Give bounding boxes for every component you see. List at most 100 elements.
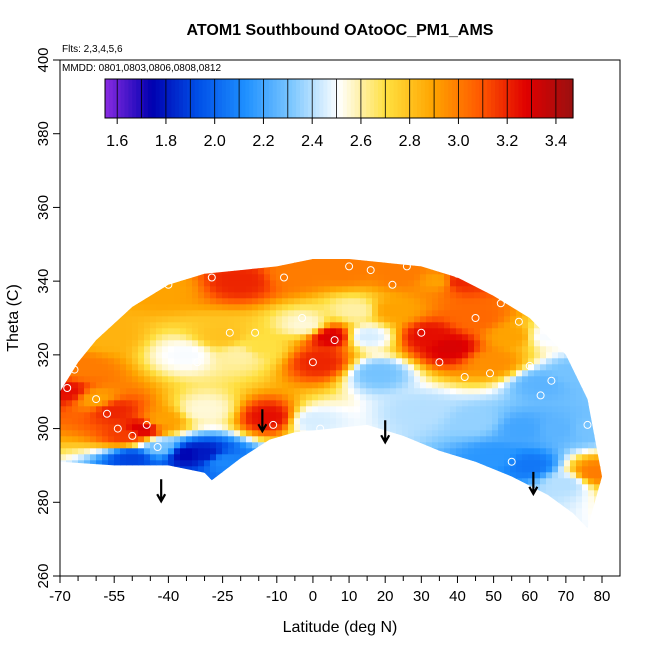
heatmap-cell: [108, 424, 115, 431]
heatmap-cell: [342, 334, 349, 341]
heatmap-cell: [528, 430, 535, 437]
heatmap-cell: [264, 286, 271, 293]
heatmap-cell: [516, 310, 523, 317]
colorbar-segment: [292, 79, 297, 118]
heatmap-cell: [192, 382, 199, 389]
heatmap-cell: [174, 346, 181, 353]
heatmap-cell: [462, 430, 469, 437]
heatmap-cell: [270, 310, 277, 317]
heatmap-cell: [498, 364, 505, 371]
heatmap-cell: [516, 358, 523, 365]
heatmap-cell: [348, 352, 355, 359]
heatmap-cell: [426, 328, 433, 335]
heatmap-cell: [288, 340, 295, 347]
heatmap-cell: [138, 298, 145, 305]
heatmap-cell: [222, 454, 229, 461]
colorbar-segment: [463, 79, 469, 118]
heatmap-cell: [528, 424, 535, 431]
heatmap-cell: [318, 310, 325, 317]
heatmap-cell: [468, 364, 475, 371]
heatmap-cell: [84, 442, 91, 449]
heatmap-cell: [186, 346, 193, 353]
heatmap-cell: [570, 496, 577, 503]
heatmap-cell: [414, 364, 421, 371]
heatmap-cell: [348, 262, 355, 269]
heatmap-cell: [84, 454, 91, 461]
colorbar-segment: [541, 79, 547, 118]
heatmap-cell: [528, 340, 535, 347]
heatmap-cell: [330, 292, 337, 299]
heatmap-cell: [282, 286, 289, 293]
heatmap-cell: [528, 400, 535, 407]
heatmap-cell: [342, 286, 349, 293]
heatmap-cell: [342, 280, 349, 287]
heatmap-cell: [210, 430, 217, 437]
heatmap-cell: [156, 352, 163, 359]
heatmap-cell: [156, 292, 163, 299]
heatmap-cell: [336, 334, 343, 341]
heatmap-cell: [450, 370, 457, 377]
heatmap-cell: [132, 400, 139, 407]
heatmap-cell: [360, 376, 367, 383]
heatmap-cell: [378, 274, 385, 281]
heatmap-cell: [312, 304, 319, 311]
heatmap-cell: [210, 280, 217, 287]
colorbar-segment: [108, 79, 114, 118]
heatmap-cell: [324, 316, 331, 323]
heatmap-cell: [582, 400, 589, 407]
heatmap-cell: [480, 460, 487, 467]
heatmap-cell: [234, 328, 241, 335]
heatmap-cell: [378, 424, 385, 431]
heatmap-cell: [474, 406, 481, 413]
heatmap-cell: [150, 394, 157, 401]
heatmap-cell: [228, 370, 235, 377]
heatmap-cell: [126, 322, 133, 329]
heatmap-cell: [282, 322, 289, 329]
heatmap-cell: [366, 394, 373, 401]
heatmap-cell: [486, 304, 493, 311]
heatmap-cell: [174, 334, 181, 341]
heatmap-cell: [198, 460, 205, 467]
heatmap-cell: [468, 370, 475, 377]
heatmap-cell: [480, 358, 487, 365]
heatmap-cell: [216, 292, 223, 299]
heatmap-cell: [156, 304, 163, 311]
heatmap-cell: [354, 418, 361, 425]
heatmap-cell: [402, 394, 409, 401]
sample-point: [142, 420, 151, 429]
heatmap-cell: [570, 466, 577, 473]
heatmap-cell: [510, 412, 517, 419]
heatmap-cell: [72, 364, 79, 371]
heatmap-cell: [216, 466, 223, 473]
heatmap-cell: [336, 400, 343, 407]
heatmap-cell: [474, 340, 481, 347]
heatmap-cell: [222, 358, 229, 365]
arrow-marker: [257, 409, 268, 434]
heatmap-cell: [570, 448, 577, 455]
heatmap-cell: [282, 352, 289, 359]
heatmap-cell: [306, 376, 313, 383]
heatmap-cell: [348, 328, 355, 335]
heatmap-cell: [108, 364, 115, 371]
heatmap-cell: [192, 322, 199, 329]
heatmap-cell: [204, 352, 211, 359]
colorbar-segment: [549, 79, 555, 118]
sample-point: [298, 314, 307, 322]
heatmap-cell: [72, 454, 79, 461]
heatmap-cell: [312, 346, 319, 353]
heatmap-cell: [138, 460, 145, 467]
heatmap-cell: [444, 346, 451, 353]
heatmap-cell: [144, 334, 151, 341]
heatmap-cell: [222, 340, 229, 347]
heatmap-cell: [522, 430, 529, 437]
heatmap-cell: [276, 376, 283, 383]
heatmap-cell: [318, 298, 325, 305]
heatmap-cell: [408, 328, 415, 335]
heatmap-cell: [312, 424, 319, 431]
heatmap-cell: [558, 412, 565, 419]
heatmap-cell: [330, 364, 337, 371]
heatmap-cell: [378, 418, 385, 425]
heatmap-cell: [306, 274, 313, 281]
heatmap-cell: [84, 364, 91, 371]
heatmap-cell: [264, 388, 271, 395]
